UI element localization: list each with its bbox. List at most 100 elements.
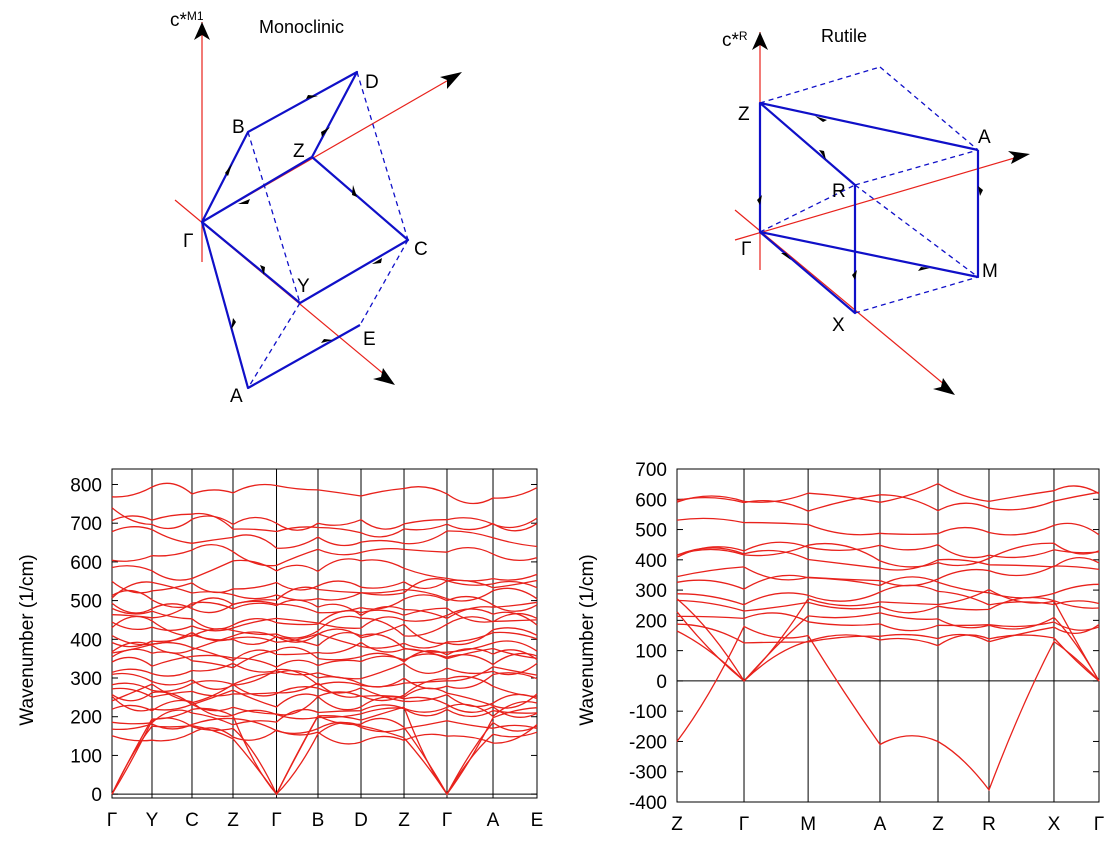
yticks-left: 0 100 200 300 400 500 600 700 800: [70, 475, 537, 806]
band-curve: [111, 666, 538, 690]
band-curve: [111, 669, 538, 693]
curves-right: [676, 482, 1100, 792]
rutile-axis-label: c*R: [722, 29, 748, 51]
band-curve: [676, 630, 1100, 682]
band-curve: [676, 596, 1100, 614]
ytick-label: 300: [70, 669, 102, 690]
band-curve: [111, 662, 538, 680]
band-curve: [676, 623, 1100, 644]
plot-frame-left: [111, 468, 538, 799]
ytick-label: -400: [629, 793, 667, 814]
band-curve: [111, 722, 538, 796]
monoclinic-axis-label: c*M1: [170, 9, 204, 31]
xtick-label: Γ: [271, 810, 281, 831]
band-curve: [111, 699, 538, 720]
ytick-label: 100: [70, 746, 102, 767]
ytick-label: 800: [70, 475, 102, 496]
band-curve: [111, 724, 538, 745]
label-z-r: Z: [738, 104, 750, 125]
yticks-right: -400 -300 -200 -100 0 100 200 300 400 500 600 700: [629, 460, 1099, 814]
xtick-label: A: [874, 814, 887, 835]
band-curve: [676, 517, 1100, 536]
band-curve: [676, 482, 1100, 503]
ytick-label: 700: [70, 514, 102, 535]
label-gamma-m: Γ: [183, 231, 193, 252]
xtick-label: Γ: [442, 810, 452, 831]
ytick-label: 200: [635, 611, 667, 632]
ytick-label: 400: [70, 630, 102, 651]
band-curve: [111, 683, 538, 708]
rutile-bz-diagram: Rutile c*R Z A R Γ M X: [722, 26, 1030, 395]
xtick-label: M: [800, 814, 816, 835]
band-curve: [676, 547, 1100, 571]
xtick-label: Z: [227, 810, 239, 831]
label-gamma-r: Γ: [741, 239, 751, 260]
monoclinic-bz-diagram: Monoclinic c*M1 Γ B D Z C Y E A: [170, 9, 462, 407]
band-curve: [111, 594, 538, 614]
band-curve: [111, 482, 538, 505]
monoclinic-title: Monoclinic: [259, 17, 344, 37]
xtick-label: Γ: [739, 814, 749, 835]
band-curve: [111, 526, 538, 549]
rutile-phonon-chart: Wavenumber (1/cm) -400 -300 -200 -100 0 100 20…: [577, 460, 1104, 835]
band-curve: [676, 491, 1100, 512]
xtick-label: Γ: [1094, 814, 1104, 835]
band-curve: [676, 625, 1100, 792]
vlines-left: [151, 469, 494, 798]
ytick-label: 400: [635, 551, 667, 572]
label-d: D: [365, 72, 379, 93]
band-curve: [111, 507, 538, 531]
band-curve: [111, 512, 538, 538]
rutile-title: Rutile: [821, 26, 867, 46]
ytick-label: 300: [635, 581, 667, 602]
ytick-label: 700: [635, 460, 667, 481]
band-curve: [111, 586, 538, 609]
axis-arrow-1: [373, 368, 395, 385]
ytick-label: 0: [656, 672, 667, 693]
xtick-label: Z: [932, 814, 944, 835]
ytick-label: 200: [70, 708, 102, 729]
ytick-label: -100: [629, 702, 667, 723]
band-curve: [111, 675, 538, 702]
monoclinic-phonon-chart: Wavenumber (1/cm) 0 100 200 300 400 500 600 700…: [17, 468, 544, 831]
band-curve: [111, 631, 538, 654]
xtick-label: A: [487, 810, 500, 831]
xtick-label: Y: [146, 810, 159, 831]
xtick-label: X: [1048, 814, 1061, 835]
label-r: R: [832, 181, 846, 202]
label-a-m: A: [230, 386, 243, 407]
ylabel-left: Wavenumber (1/cm): [17, 554, 38, 725]
band-curve: [111, 706, 538, 796]
band-curve: [111, 623, 538, 648]
band-curve: [676, 574, 1100, 599]
ytick-label: 600: [70, 553, 102, 574]
ytick-label: -200: [629, 732, 667, 753]
ytick-label: -300: [629, 763, 667, 784]
xtick-label: R: [982, 814, 996, 835]
label-e: E: [363, 329, 376, 350]
label-z-m: Z: [293, 141, 305, 162]
band-curve: [111, 652, 538, 668]
ytick-label: 100: [635, 642, 667, 663]
label-x: X: [832, 315, 845, 336]
band-curve: [111, 717, 538, 734]
ytick-label: 500: [70, 592, 102, 613]
xtick-label: Z: [671, 814, 683, 835]
label-c: C: [414, 239, 428, 260]
band-curve: [111, 578, 538, 601]
xtick-label: E: [531, 810, 544, 831]
axis-arrow-2: [440, 72, 462, 89]
band-curve: [111, 687, 538, 709]
band-curve: [676, 565, 1100, 587]
band-curve: [111, 612, 538, 639]
band-curve: [111, 558, 538, 582]
band-curve: [111, 544, 538, 567]
band-curve: [111, 704, 538, 726]
c-axis-arrow: [194, 22, 210, 40]
band-curve: [676, 541, 1100, 559]
label-y: Y: [297, 276, 310, 297]
band-curve: [676, 611, 1100, 682]
xtick-label: D: [354, 810, 368, 831]
